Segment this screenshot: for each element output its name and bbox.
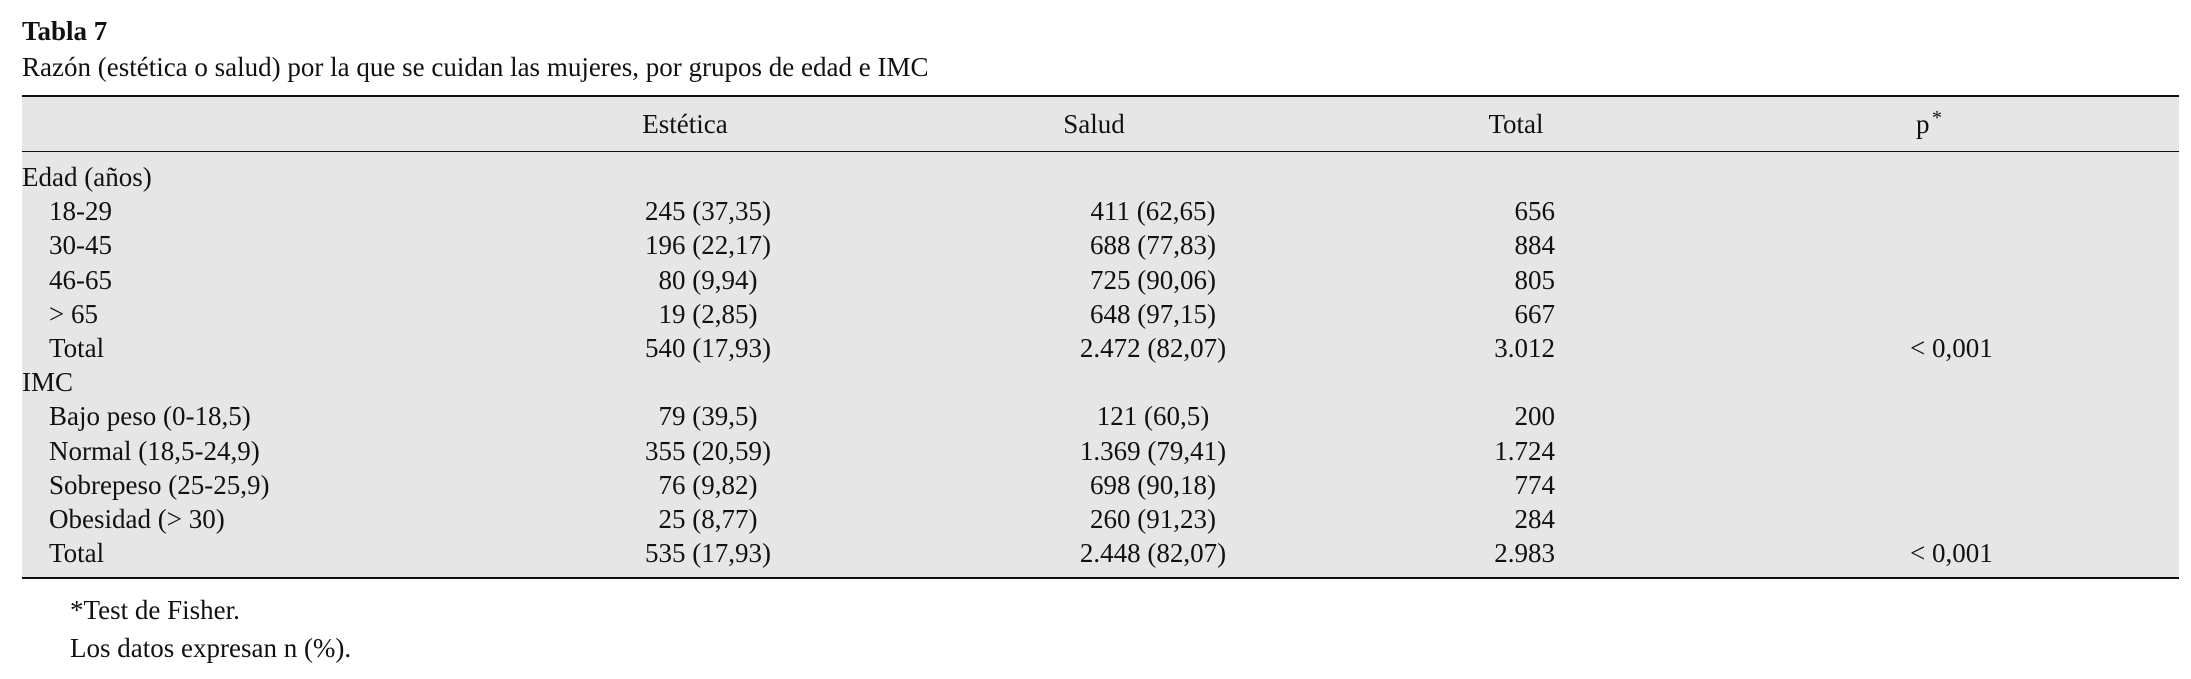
cell: 805 [1514,264,1556,295]
cell: 2.448 (82,07) [1079,538,1227,569]
column-header: p [1916,109,1930,139]
row-label: 18-29 [49,196,112,227]
row-label: Normal (18,5-24,9) [49,435,260,466]
table-subtitle: Razón (estética o salud) por la que se c… [22,52,929,82]
row-label: Total [49,538,105,569]
cell: 725 (90,06) [1090,264,1216,295]
row-label: Obesidad (> 30) [49,504,225,534]
row-label: Total [49,333,105,363]
cell: 121 (60,5) [1096,401,1210,432]
table-title: Tabla 7 [22,16,108,46]
cell: 19 (2,85) [658,298,758,329]
cell: 698 (90,18) [1090,469,1216,500]
cell: 667 [1514,298,1556,329]
column-header: Salud [1063,109,1125,139]
cell: 656 [1514,196,1556,227]
top-rule [22,95,2179,97]
cell: < 0,001 [1910,333,1993,363]
section-title: IMC [22,367,74,398]
cell: 355 (20,59) [645,435,771,466]
cell: 688 (77,83) [1090,230,1216,261]
row-label: Bajo peso (0-18,5) [49,401,251,432]
cell: 196 (22,17) [645,230,771,261]
cell: 79 (39,5) [658,401,758,432]
column-header: Total [1488,109,1544,139]
cell: 260 (91,23) [1090,504,1216,534]
cell: 1.724 [1494,435,1555,466]
footnote: *Test de Fisher. [70,595,240,625]
row-label: Sobrepeso (25-25,9) [49,469,270,500]
row-label: 46-65 [49,264,112,295]
row-label: > 65 [49,298,98,329]
cell: 25 (8,77) [658,504,758,534]
cell: 1.369 (79,41) [1079,435,1227,466]
cell: 2.472 (82,07) [1079,333,1227,363]
cell: 648 (97,15) [1090,298,1216,329]
cell: 774 [1514,469,1556,500]
table-background [22,95,2179,577]
cell: 411 (62,65) [1090,196,1216,227]
section-title: Edad (años) [22,162,152,192]
bottom-rule [22,577,2179,579]
cell: 80 (9,94) [658,264,758,295]
cell: 3.012 [1494,333,1555,363]
cell: 284 [1514,504,1556,534]
cell: < 0,001 [1910,538,1993,569]
cell: 884 [1514,230,1556,261]
cell: 200 [1514,401,1556,432]
cell: 535 (17,93) [645,538,771,569]
column-header-mark: * [1932,107,1942,129]
footnote: Los datos expresan n (%). [70,633,352,663]
column-header: Estética [642,109,728,139]
cell: 76 (9,82) [658,469,758,500]
cell: 540 (17,93) [645,333,771,363]
cell: 245 (37,35) [645,196,771,227]
row-label: 30-45 [49,230,112,261]
cell: 2.983 [1494,538,1555,569]
header-rule [22,151,2179,152]
